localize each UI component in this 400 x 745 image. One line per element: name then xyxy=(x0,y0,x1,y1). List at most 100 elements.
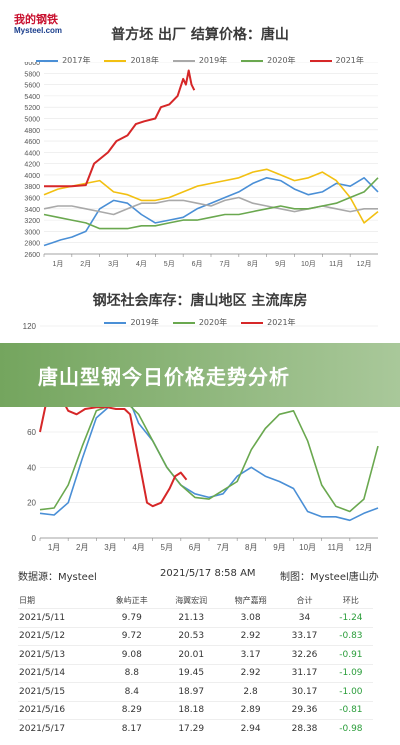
legend-swatch xyxy=(241,59,264,62)
table-cell: 20.53 xyxy=(161,626,221,646)
table-cell: 2021/5/15 xyxy=(18,682,103,701)
y-tick-label: 5000 xyxy=(24,116,40,123)
y-tick-label: 5800 xyxy=(24,71,40,78)
chart1-legend: 2017年 2018年 2019年 2020年 2021年 xyxy=(0,55,400,66)
table-cell: 2021/5/12 xyxy=(18,626,103,646)
table-cell: 2.94 xyxy=(220,719,281,738)
table-cell: 2021/5/11 xyxy=(18,608,103,627)
series-line-2021年 xyxy=(44,69,196,188)
legend-label: 2021年 xyxy=(267,318,296,327)
x-tick-label: 12月 xyxy=(357,260,372,268)
y-tick-label: 40 xyxy=(27,463,36,472)
table-cell: -0.81 xyxy=(328,700,373,720)
legend-item: 2021年 xyxy=(309,55,364,66)
table-cell: 2021/5/17 xyxy=(18,719,103,738)
x-tick-label: 12月 xyxy=(355,543,372,552)
legend-item: 2019年 xyxy=(172,55,227,66)
legend-label: 2019年 xyxy=(130,318,159,327)
y-tick-label: 2800 xyxy=(24,241,40,248)
legend-swatch xyxy=(172,59,195,62)
legend-label: 2020年 xyxy=(198,318,228,327)
x-tick-label: 9月 xyxy=(275,260,286,268)
table-header-cell: 象屿正丰 xyxy=(115,595,148,605)
series-line-2020年 xyxy=(43,177,379,230)
table-row: 2021/5/16 8.29 18.18 2.89 29.36 -0.81 xyxy=(18,700,373,720)
table-cell: 2.92 xyxy=(220,663,281,683)
table-cell: 2.8 xyxy=(220,682,281,701)
x-tick-label: 8月 xyxy=(247,260,258,268)
x-tick-label: 2月 xyxy=(76,543,88,552)
legend-item: 2019年 xyxy=(104,317,159,328)
y-tick-label: 3000 xyxy=(24,229,40,236)
banner-title: 唐山型钢今日价格走势分析 xyxy=(38,365,290,389)
table-cell: 2021/5/13 xyxy=(18,645,103,664)
table-cell: 9.72 xyxy=(102,626,162,646)
x-tick-label: 3月 xyxy=(104,543,116,552)
legend-swatch xyxy=(104,59,127,62)
table-cell: -1.00 xyxy=(328,682,373,701)
legend-item: 2020年 xyxy=(241,55,296,66)
x-tick-label: 11月 xyxy=(329,260,343,268)
legend-label: 2020年 xyxy=(267,56,296,65)
table-cell: 32.26 xyxy=(280,645,329,664)
table-cell: 18.97 xyxy=(161,682,221,701)
y-tick-label: 6000 xyxy=(24,62,40,67)
table-row: 2021/5/11 9.79 21.13 3.08 34 -1.24 xyxy=(18,608,373,627)
x-tick-label: 7月 xyxy=(219,260,230,268)
table-cell: 2021/5/14 xyxy=(18,663,103,683)
y-tick-label: 2600 xyxy=(24,252,40,259)
legend-label: 2017年 xyxy=(62,56,91,65)
title-banner: 唐山型钢今日价格走势分析 xyxy=(0,343,400,407)
x-tick-label: 6月 xyxy=(189,543,201,552)
table-header-cell: 物产嘉翔 xyxy=(234,595,267,605)
table-cell: 8.4 xyxy=(102,682,162,701)
legend-item: 2017年 xyxy=(36,55,90,66)
table-cell: 17.29 xyxy=(161,719,221,738)
table-cell: 30.17 xyxy=(280,682,329,701)
table-cell: 9.08 xyxy=(102,645,162,664)
legend-item: 2021年 xyxy=(241,317,296,328)
table-header-cell: 合计 xyxy=(296,595,313,605)
chart1-title: 普方坯 出厂 结算价格：唐山 xyxy=(111,27,289,43)
series-line-2019年 xyxy=(43,196,378,216)
table-cell: 2.89 xyxy=(220,700,281,720)
table-cell: 34 xyxy=(280,608,329,627)
table-cell: 33.17 xyxy=(280,626,329,646)
x-tick-label: 7月 xyxy=(217,543,229,552)
series-line-2021年 xyxy=(39,392,188,508)
table-cell: 29.36 xyxy=(280,700,329,720)
y-tick-label: 4600 xyxy=(24,139,40,146)
table-cell: -0.91 xyxy=(328,645,373,664)
table-cell: -1.24 xyxy=(328,608,373,627)
price-chart: 2600 2800 3000 3200 3400 3600 3800 4000 4200 4400… xyxy=(24,62,379,268)
table-cell: 9.79 xyxy=(102,608,162,627)
table-row: 2021/5/13 9.08 20.01 3.17 32.26 -0.91 xyxy=(18,645,373,664)
table-row: 2021/5/12 9.72 20.53 2.92 33.17 -0.83 xyxy=(18,626,373,646)
table-cell: 18.18 xyxy=(161,700,221,720)
y-tick-label: 0 xyxy=(32,534,37,543)
table-header-cell: 环比 xyxy=(342,595,359,605)
legend-swatch xyxy=(172,321,195,324)
logo-mark: 我的钢铁 xyxy=(14,13,58,26)
x-tick-label: 5月 xyxy=(164,260,175,268)
x-tick-label: 10月 xyxy=(301,260,316,268)
x-tick-label: 1月 xyxy=(48,543,60,552)
table-cell: 28.38 xyxy=(280,719,329,738)
table-cell: 3.08 xyxy=(220,608,281,627)
table-cell: 8.8 xyxy=(102,663,162,683)
chart-author: 制图：Mysteel唐山办 xyxy=(280,572,379,583)
y-tick-label: 4200 xyxy=(24,162,40,169)
table-header-cell: 海翼宏润 xyxy=(175,595,208,605)
series-line-2017年 xyxy=(43,177,379,247)
y-tick-label: 3600 xyxy=(24,196,40,203)
x-tick-label: 8月 xyxy=(245,543,257,552)
y-tick-label: 5200 xyxy=(24,105,40,112)
y-tick-label: 3200 xyxy=(24,218,40,225)
table-cell: -0.98 xyxy=(328,719,373,738)
x-tick-label: 10月 xyxy=(299,543,316,552)
table-row: 2021/5/15 8.4 18.97 2.8 30.17 -1.00 xyxy=(18,682,373,701)
table-cell: 2.92 xyxy=(220,626,281,646)
table-body: 2021/5/11 9.79 21.13 3.08 34 -1.24 2021/5/12 9.… xyxy=(18,608,373,738)
data-source: 数据源：Mysteel xyxy=(18,572,97,583)
x-tick-label: 3月 xyxy=(108,260,119,268)
